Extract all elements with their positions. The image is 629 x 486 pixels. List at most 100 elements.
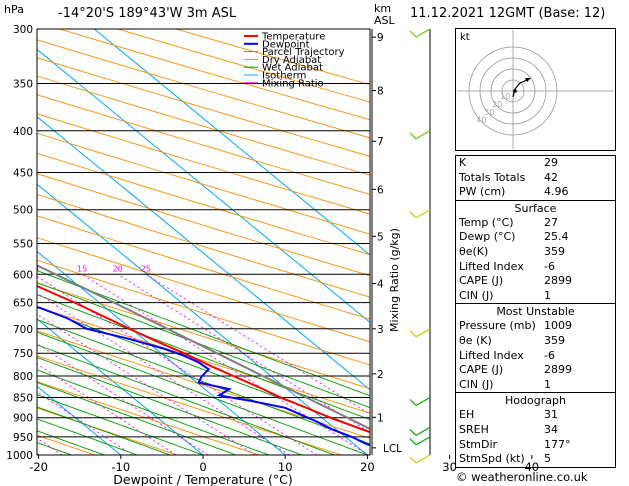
surface-value: 2899 [544, 274, 572, 288]
isotherm-line [37, 318, 204, 455]
wind-barb [409, 426, 431, 436]
km-label: km [374, 2, 392, 15]
indices-panel: K 29 Totals Totals 42 PW (cm) 4.96 Surface … [455, 155, 616, 468]
surface-label: Lifted Index [459, 259, 524, 273]
most-unstable-label: Lifted Index [459, 348, 524, 362]
pressure-tick-label: 1000 [6, 450, 33, 462]
surface-value: 1 [544, 288, 551, 302]
dry-adiabat-line [37, 355, 342, 455]
surface-row: Dewp (°C) 25.4 [456, 230, 615, 245]
surface-row: Temp (°C) 27 [456, 216, 615, 231]
wind-barb [409, 396, 431, 407]
most-unstable-row: θe (K) 359 [456, 334, 615, 349]
surface-table: Surface Temp (°C) 27 Dewp (°C) 25.4 θe(K) 359… [455, 199, 616, 305]
surface-row: CIN (J) 1 [456, 289, 615, 304]
pressure-tick-label: 950 [13, 432, 33, 444]
dry-adiabat-line [37, 75, 370, 176]
pressure-tick-label: 800 [13, 371, 33, 383]
hodograph-row: EH 31 [456, 408, 615, 423]
k-index-label: K [459, 156, 467, 169]
surface-title: Surface [514, 201, 557, 215]
surface-label: CIN (J) [459, 288, 494, 302]
wet-adiabat-line [37, 319, 370, 445]
pressure-tick-label: 500 [13, 205, 33, 217]
most-unstable-rows: Pressure (mb) 1009 θe (K) 359 Lifted Index -6… [456, 319, 615, 392]
pressure-tick-label: 350 [13, 79, 33, 91]
most-unstable-title: Most Unstable [496, 305, 575, 319]
mixing-ratio-label: 15 [77, 264, 87, 273]
totals-totals-value: 42 [544, 170, 558, 184]
plot-frame [36, 28, 371, 456]
surface-label: θe(K) [459, 244, 489, 258]
most-unstable-label: Pressure (mb) [459, 319, 536, 333]
wet-adiabat-line [37, 356, 302, 455]
most-unstable-value: 359 [544, 333, 565, 347]
asl-label: ASL [374, 14, 395, 27]
wet-adiabat-line [37, 394, 204, 455]
x-tick-label: 30 [442, 460, 457, 474]
wet-adiabat-line [37, 331, 368, 455]
dewpoint-series [37, 306, 370, 447]
isotherm-line [37, 48, 370, 324]
hodograph-value: 177° [544, 437, 571, 451]
height-tick-label: 8 [377, 86, 384, 98]
legend-entry: Dry Adiabat [262, 55, 321, 66]
storm-motion-marker [513, 89, 517, 93]
hodograph-label: SREH [459, 422, 489, 436]
hodograph-label: StmSpd (kt) [459, 452, 525, 466]
hodograph-rows: EH 31 SREH 34 StmDir 177° StmSpd (kt) 5 [456, 408, 615, 466]
wind-barb [409, 436, 431, 446]
hodograph-ring-label: 40 [476, 116, 486, 125]
height-tick-label: 2 [377, 369, 384, 381]
pressure-tick-label: 900 [13, 413, 33, 425]
hodograph-trace [512, 79, 528, 98]
hodograph-label: StmDir [459, 437, 498, 451]
height-tick-label: 7 [377, 136, 384, 148]
height-tick-label: 4 [377, 279, 384, 291]
hodograph-value: 34 [544, 422, 558, 436]
hodograph-title: Hodograph [505, 394, 566, 408]
mixing-ratio-label: 25 [141, 264, 151, 273]
wind-barb [409, 28, 431, 38]
surface-label: CAPE (J) [459, 274, 504, 288]
pressure-tick-label: 300 [13, 24, 33, 36]
surface-value: 359 [544, 244, 565, 258]
height-tick-label: 6 [377, 184, 384, 196]
x-tick-label: -10 [111, 460, 130, 474]
legend-entry: Temperature [261, 32, 325, 43]
mixing-ratio-label: 8 [5, 264, 10, 273]
mixing-ratio-line [81, 273, 369, 455]
pressure-tick-label: 750 [13, 348, 33, 360]
pressure-tick-label: 700 [13, 324, 33, 336]
location-title: -14°20'S 189°43'W 3m ASL [58, 6, 237, 21]
most-unstable-value: 1 [544, 377, 551, 391]
isotherm-line [37, 183, 368, 455]
pressure-tick-label: 450 [13, 167, 33, 179]
dry-adiabat-line [37, 113, 370, 215]
dry-adiabat-line [37, 57, 370, 157]
surface-label: Dewp (°C) [459, 230, 516, 244]
hodograph-value: 5 [544, 452, 551, 466]
hodograph-frame [455, 28, 616, 151]
height-tick-label: 5 [377, 231, 384, 243]
k-index-row: K 29 [456, 156, 615, 171]
wet-adiabat-line [37, 282, 370, 409]
hodograph-value: 31 [544, 408, 558, 422]
totals-totals-row: Totals Totals 42 [456, 171, 615, 186]
wet-adiabat-line [37, 369, 269, 455]
pressure-tick-label: 400 [13, 126, 33, 138]
wind-barb [409, 328, 431, 338]
dry-adiabat-line [37, 306, 370, 414]
legend-entry: Isotherm [262, 71, 306, 82]
mixing-ratio-label: 20 [113, 264, 123, 273]
mixing-ratio-line [145, 273, 370, 415]
hodograph-row: StmSpd (kt) 5 [456, 452, 615, 467]
hodograph-ring-label: 10 [500, 92, 510, 101]
copyright-footer[interactable]: © weatheronline.co.uk [456, 470, 588, 484]
datetime-title: 11.12.2021 12GMT (Base: 12) [410, 6, 606, 21]
most-unstable-value: 2899 [544, 363, 572, 377]
most-unstable-row: CIN (J) 1 [456, 378, 615, 393]
k-index-value: 29 [544, 156, 558, 169]
